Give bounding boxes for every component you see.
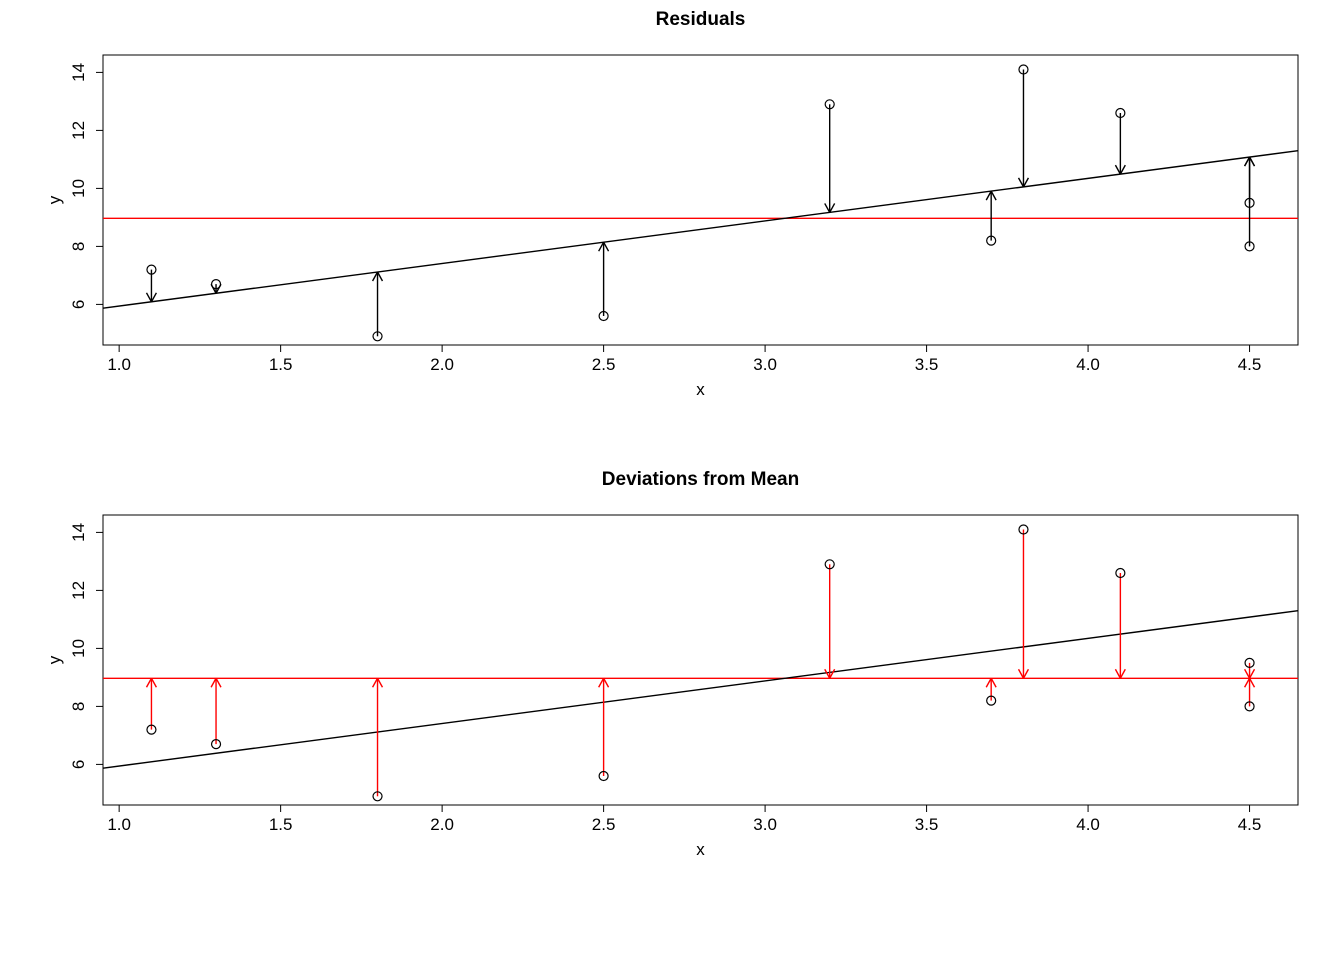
y-tick-label: 12	[69, 121, 88, 140]
y-axis-label: y	[45, 195, 64, 204]
arrow-head	[378, 678, 383, 687]
arrow-head	[825, 203, 830, 212]
arrow-head	[1120, 669, 1125, 678]
arrow-head	[1250, 678, 1255, 687]
regression-line	[103, 611, 1298, 768]
arrow-head	[991, 678, 996, 687]
y-tick-label: 6	[69, 760, 88, 769]
arrow-head	[1245, 678, 1250, 687]
arrow-head	[830, 669, 835, 678]
arrow-head	[1023, 178, 1028, 187]
arrow-head	[151, 678, 156, 687]
x-tick-label: 4.0	[1076, 815, 1100, 834]
arrow-head	[373, 678, 378, 687]
residual-arrow	[986, 191, 996, 240]
y-tick-label: 10	[69, 639, 88, 658]
figure-svg: Residuals 1.0 1.5 2.0 2.5 3.0 3.5 4.0 4.5 x 6 8 10 12…	[0, 0, 1344, 960]
x-tick-label: 3.5	[915, 815, 939, 834]
x-axis-label: x	[696, 380, 705, 399]
residual-arrow	[373, 272, 383, 336]
arrow-head	[1115, 669, 1120, 678]
panel-deviations: Deviations from Mean 1.0 1.5 2.0 2.5 3.0 3.5 4.…	[45, 469, 1298, 859]
arrow-head	[373, 272, 378, 281]
x-tick-label: 4.5	[1238, 355, 1262, 374]
panel-residuals: Residuals 1.0 1.5 2.0 2.5 3.0 3.5 4.0 4.5 x 6 8 10 12…	[45, 9, 1298, 399]
arrow-head	[1115, 165, 1120, 174]
arrow-head	[825, 669, 830, 678]
x-tick-label: 4.5	[1238, 815, 1262, 834]
residual-arrow	[825, 564, 835, 678]
residual-arrow	[825, 104, 835, 212]
arrow-head	[991, 191, 996, 200]
arrow-head	[146, 678, 151, 687]
x-tick-label: 1.5	[269, 815, 293, 834]
x-tick-label: 1.0	[107, 815, 131, 834]
x-axis-label: x	[696, 840, 705, 859]
arrow-head	[1023, 669, 1028, 678]
x-tick-label: 1.5	[269, 355, 293, 374]
y-tick-label: 8	[69, 242, 88, 251]
arrow-head	[604, 242, 609, 251]
y-tick-label: 14	[69, 63, 88, 82]
arrow-head	[211, 678, 216, 687]
residual-arrow	[599, 678, 609, 776]
x-tick-label: 2.5	[592, 815, 616, 834]
panel-title: Residuals	[656, 9, 746, 30]
arrow-head	[378, 272, 383, 281]
arrow-head	[1019, 178, 1024, 187]
y-tick-label: 8	[69, 702, 88, 711]
x-tick-label: 2.0	[430, 815, 454, 834]
x-tick-label: 3.5	[915, 355, 939, 374]
arrow-head	[1019, 669, 1024, 678]
x-tick-label: 2.5	[592, 355, 616, 374]
residual-arrow	[373, 678, 383, 796]
arrow-head	[1120, 165, 1125, 174]
arrow-head	[599, 678, 604, 687]
residual-arrow	[146, 678, 156, 729]
arrow-head	[146, 293, 151, 302]
arrow-head	[1245, 157, 1250, 166]
residual-arrow	[1115, 113, 1125, 174]
residual-arrow	[599, 242, 609, 316]
arrow-head	[151, 293, 156, 302]
x-tick-label: 3.0	[753, 815, 777, 834]
panel-title: Deviations from Mean	[602, 469, 799, 490]
arrow-head	[1250, 157, 1255, 166]
y-tick-label: 12	[69, 581, 88, 600]
y-tick-label: 6	[69, 300, 88, 309]
y-axis-label: y	[45, 655, 64, 664]
regression-line	[103, 151, 1298, 308]
x-tick-label: 1.0	[107, 355, 131, 374]
residual-arrow	[1019, 530, 1029, 679]
arrow-head	[1250, 669, 1255, 678]
residual-arrow	[1115, 573, 1125, 678]
x-tick-label: 3.0	[753, 355, 777, 374]
x-tick-label: 4.0	[1076, 355, 1100, 374]
arrow-head	[830, 203, 835, 212]
plot-frame	[103, 515, 1298, 805]
figure-container: Residuals 1.0 1.5 2.0 2.5 3.0 3.5 4.0 4.5 x 6 8 10 12…	[0, 0, 1344, 960]
residual-arrow	[1245, 157, 1255, 203]
arrow-head	[1245, 669, 1250, 678]
residual-arrow	[211, 678, 221, 744]
x-tick-label: 2.0	[430, 355, 454, 374]
residual-arrow	[1019, 70, 1029, 187]
y-tick-label: 14	[69, 523, 88, 542]
y-tick-label: 10	[69, 179, 88, 198]
arrow-head	[986, 191, 991, 200]
plot-frame	[103, 55, 1298, 345]
arrow-head	[216, 678, 221, 687]
arrow-head	[986, 678, 991, 687]
arrow-head	[599, 242, 604, 251]
arrow-head	[604, 678, 609, 687]
